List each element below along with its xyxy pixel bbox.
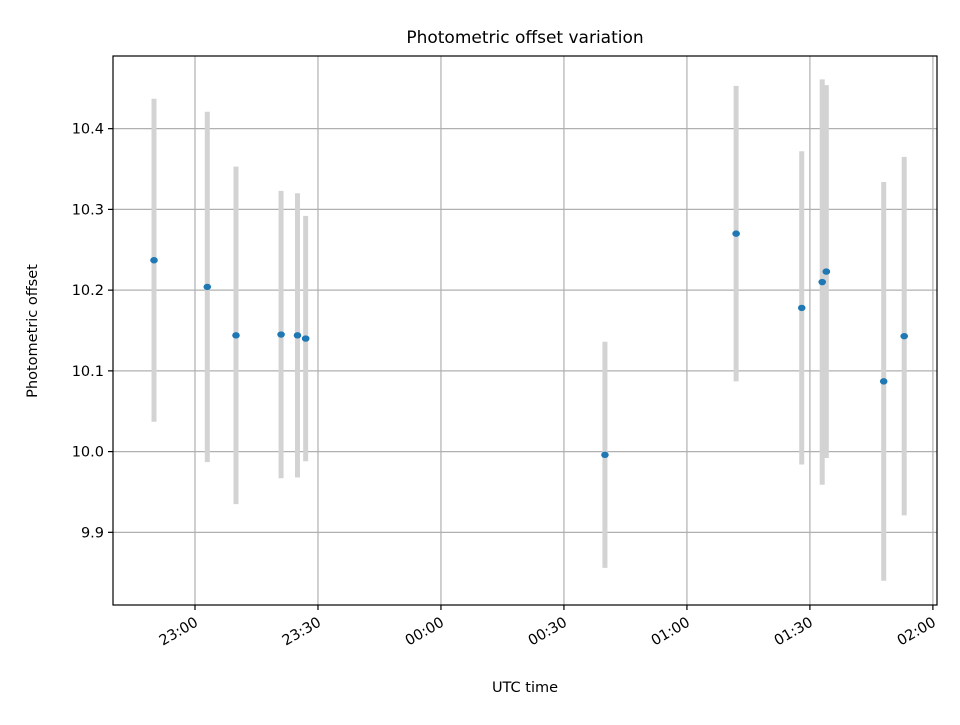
x-axis-label: UTC time (492, 680, 558, 696)
y-tick-label: 10.4 (72, 122, 104, 138)
data-point (797, 304, 806, 312)
x-tick-label: 01:30 (772, 615, 816, 650)
data-point (818, 278, 827, 286)
error-bars (151, 79, 907, 581)
y-tick-label: 10.3 (72, 202, 104, 218)
data-point (293, 332, 302, 339)
y-tick-label: 9.9 (81, 525, 104, 541)
data-point (301, 335, 310, 342)
data-point (900, 332, 909, 340)
data-points (150, 230, 909, 459)
data-point (732, 230, 740, 237)
x-tick-label: 00:00 (403, 615, 447, 650)
y-tick-label: 10.0 (72, 445, 104, 461)
y-axis-ticks: 9.9 10.0 10.1 10.2 10.3 10.4 (72, 122, 113, 541)
data-point (822, 268, 831, 275)
data-point (879, 378, 888, 385)
data-point (203, 283, 212, 291)
data-point (150, 257, 158, 264)
y-tick-label: 10.2 (72, 283, 104, 299)
x-tick-label: 23:30 (280, 615, 324, 650)
x-tick-label: 00:30 (526, 615, 570, 650)
data-point (277, 331, 285, 338)
chart-title: Photometric offset variation (406, 28, 643, 48)
x-tick-label: 02:00 (895, 615, 939, 650)
x-tick-label: 23:00 (157, 615, 201, 650)
data-point (601, 451, 609, 459)
plot-frame (112, 55, 938, 606)
data-point (232, 332, 240, 339)
x-axis-ticks: 23:00 23:30 00:00 00:30 01:00 01:30 02:00 (157, 605, 939, 649)
x-tick-label: 01:00 (649, 615, 693, 650)
y-tick-label: 10.1 (72, 364, 104, 380)
y-axis-label: Photometric offset (25, 264, 41, 398)
